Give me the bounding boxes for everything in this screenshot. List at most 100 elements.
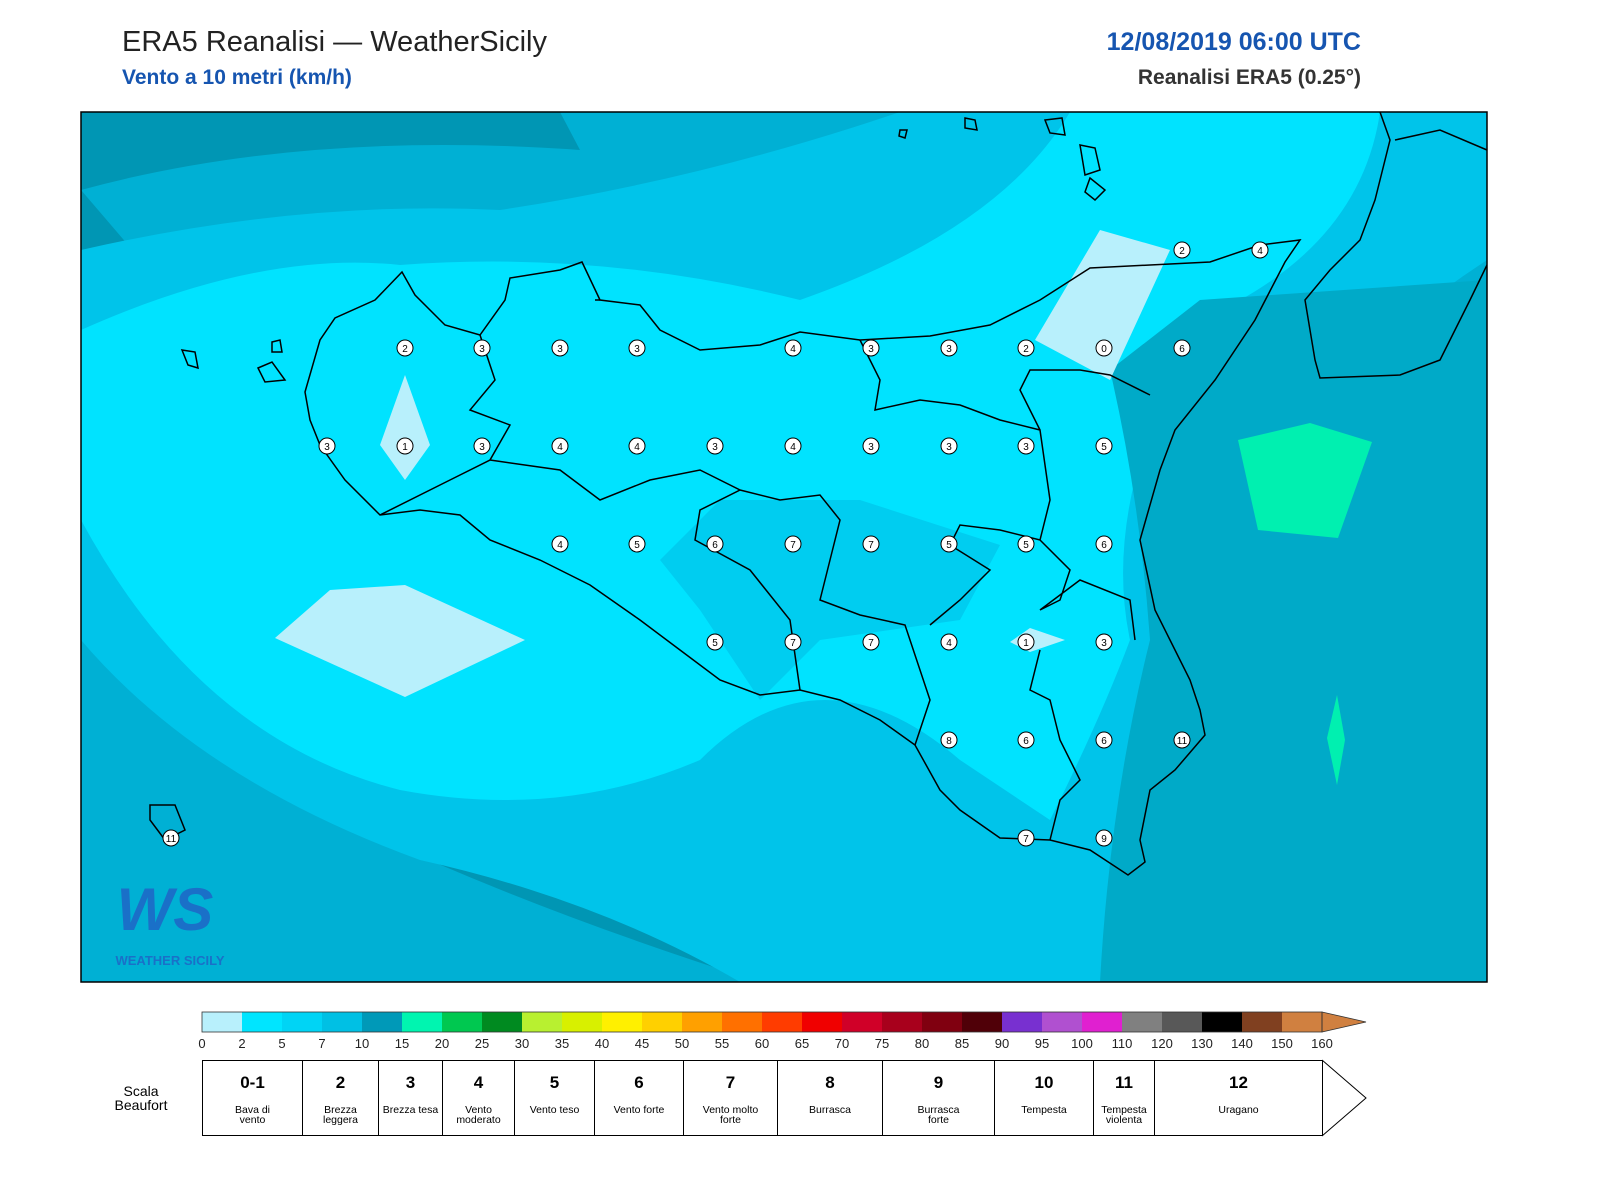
station-value: 5 — [712, 638, 718, 649]
station-value: 4 — [557, 442, 563, 453]
station-value: 3 — [946, 442, 952, 453]
colorbar-tick-label: 85 — [955, 1036, 969, 1051]
station-marker — [628, 339, 646, 357]
colorbar-tick-label: 35 — [555, 1036, 569, 1051]
station-marker — [784, 437, 802, 455]
beaufort-cell: 9 Burrasca forte — [882, 1060, 995, 1136]
station-value: 3 — [479, 442, 485, 453]
colorbar-segment — [1162, 1012, 1202, 1032]
beaufort-number: 4 — [473, 1073, 484, 1092]
station-value: 5 — [634, 540, 640, 551]
beaufort-number: 10 — [1034, 1073, 1054, 1092]
station-value: 6 — [1179, 344, 1185, 355]
station-marker — [940, 437, 958, 455]
beaufort-description: Tempesta violenta — [1101, 1104, 1147, 1126]
station-marker — [706, 437, 724, 455]
station-marker — [1095, 829, 1113, 847]
station-value: 3 — [479, 344, 485, 355]
colorbar-segment — [762, 1012, 802, 1032]
beaufort-arrow — [1321, 1059, 1367, 1137]
station-marker — [551, 437, 569, 455]
station-marker — [1017, 731, 1035, 749]
beaufort-number: 9 — [933, 1073, 944, 1092]
station-marker — [1095, 731, 1113, 749]
colorbar-segment — [362, 1012, 402, 1032]
station-marker — [1095, 633, 1113, 651]
station-value: 7 — [790, 540, 796, 551]
station-value: 3 — [1023, 442, 1029, 453]
station-value: 6 — [1023, 736, 1029, 747]
station-value: 1 — [1023, 638, 1029, 649]
station-value: 3 — [712, 442, 718, 453]
station-value: 5 — [1023, 540, 1029, 551]
beaufort-number: 2 — [335, 1073, 346, 1092]
beaufort-cell: 6 Vento forte — [594, 1060, 684, 1136]
station-value: 7 — [868, 540, 874, 551]
beaufort-cell: 3 Brezza tesa — [378, 1060, 443, 1136]
station-marker — [628, 535, 646, 553]
colorbar-tick-label: 60 — [755, 1036, 769, 1051]
colorbar-tick-label: 50 — [675, 1036, 689, 1051]
beaufort-description: Burrasca forte — [917, 1104, 960, 1126]
colorbar-segment — [202, 1012, 242, 1032]
colorbar-tick-label: 160 — [1311, 1036, 1333, 1051]
station-value: 4 — [1257, 246, 1263, 257]
station-marker — [1095, 535, 1113, 553]
station-marker — [784, 339, 802, 357]
colorbar-segment — [1282, 1012, 1322, 1032]
colorbar-frame — [201, 1011, 1323, 1033]
colorbar-segment — [1082, 1012, 1122, 1032]
station-marker — [862, 535, 880, 553]
station-value: 2 — [402, 344, 408, 355]
colorbar-tick-label: 2 — [238, 1036, 245, 1051]
station-marker — [784, 633, 802, 651]
station-marker — [706, 535, 724, 553]
station-value: 3 — [946, 344, 952, 355]
station-value: 11 — [1177, 736, 1188, 747]
station-value: 7 — [868, 638, 874, 649]
beaufort-description: Uragano — [1218, 1104, 1259, 1116]
beaufort-cell: 7 Vento molto forte — [683, 1060, 778, 1136]
station-value: 6 — [1101, 736, 1107, 747]
station-marker — [1251, 241, 1269, 259]
colorbar-segment — [962, 1012, 1002, 1032]
colorbar-tick-label: 7 — [318, 1036, 325, 1051]
station-value: 7 — [1023, 834, 1029, 845]
beaufort-number: 11 — [1115, 1073, 1133, 1092]
colorbar-segment — [722, 1012, 762, 1032]
station-marker — [1017, 339, 1035, 357]
station-marker — [1173, 339, 1191, 357]
colorbar-segment — [242, 1012, 282, 1032]
colorbar-segment — [402, 1012, 442, 1032]
beaufort-description: Brezza tesa — [382, 1104, 439, 1116]
logo-text: WEATHER SICILY — [115, 953, 224, 968]
beaufort-cell: 5 Vento teso — [514, 1060, 595, 1136]
beaufort-cell: 12 Uragano — [1154, 1060, 1323, 1136]
beaufort-number: 0-1 — [240, 1073, 265, 1092]
station-value: 3 — [868, 442, 874, 453]
colorbar-tick-label: 20 — [435, 1036, 449, 1051]
beaufort-description: Vento teso — [529, 1104, 580, 1116]
colorbar-tick-label: 30 — [515, 1036, 529, 1051]
colorbar-segment — [562, 1012, 602, 1032]
colorbar-tick-label: 0 — [198, 1036, 205, 1051]
station-marker — [940, 633, 958, 651]
station-value: 6 — [1101, 540, 1107, 551]
station-marker — [551, 535, 569, 553]
station-value: 9 — [1101, 834, 1107, 845]
colorbar-segment — [802, 1012, 842, 1032]
colorbar-segment — [322, 1012, 362, 1032]
station-value: 4 — [790, 344, 796, 355]
station-value: 4 — [557, 540, 563, 551]
beaufort-cell: 0-1 Bava di vento — [202, 1060, 303, 1136]
station-value: 3 — [868, 344, 874, 355]
station-marker — [1095, 437, 1113, 455]
colorbar-tick-label: 100 — [1071, 1036, 1093, 1051]
beaufort-number: 8 — [825, 1073, 835, 1092]
colorbar-tick-label: 70 — [835, 1036, 849, 1051]
station-value: 4 — [790, 442, 796, 453]
colorbar-tick-label: 40 — [595, 1036, 609, 1051]
colorbar-segment — [1002, 1012, 1042, 1032]
colorbar-tick-label: 75 — [875, 1036, 889, 1051]
